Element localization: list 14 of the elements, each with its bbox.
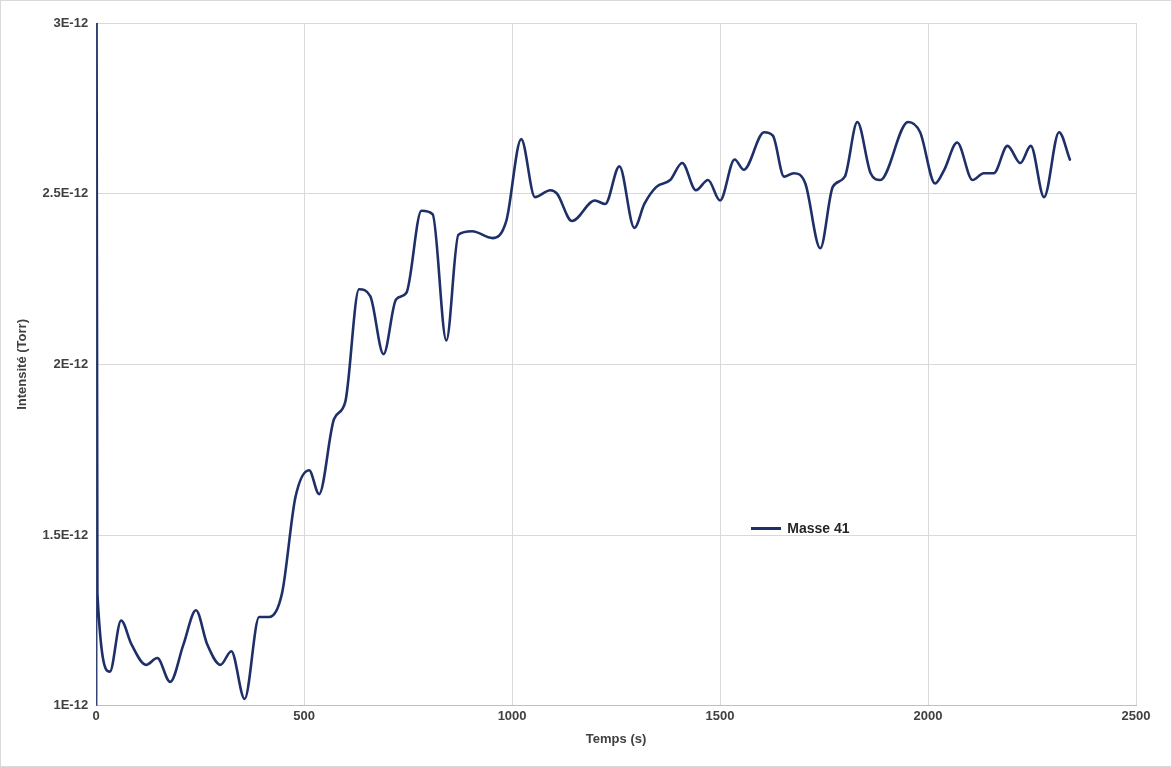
- x-tick-label: 1500: [705, 708, 735, 724]
- y-tick-label: 3E-12: [53, 14, 89, 30]
- x-tick-label: 1000: [497, 708, 527, 724]
- x-axis-title: Temps (s): [585, 730, 647, 746]
- x-tick-label: 2500: [1121, 708, 1151, 724]
- y-axis-title: Intensité (Torr): [14, 319, 30, 410]
- x-tick-label: 2000: [913, 708, 943, 724]
- x-tick-label: 500: [293, 708, 315, 724]
- y-tick-label: 1.5E-12: [42, 526, 89, 542]
- legend-label: Masse 41: [787, 520, 850, 537]
- y-tick-label: 1E-12: [53, 697, 89, 713]
- y-tick-label: 2E-12: [53, 355, 89, 371]
- y-tick-label: 2.5E-12: [42, 185, 89, 201]
- x-tick-label: 0: [92, 708, 100, 724]
